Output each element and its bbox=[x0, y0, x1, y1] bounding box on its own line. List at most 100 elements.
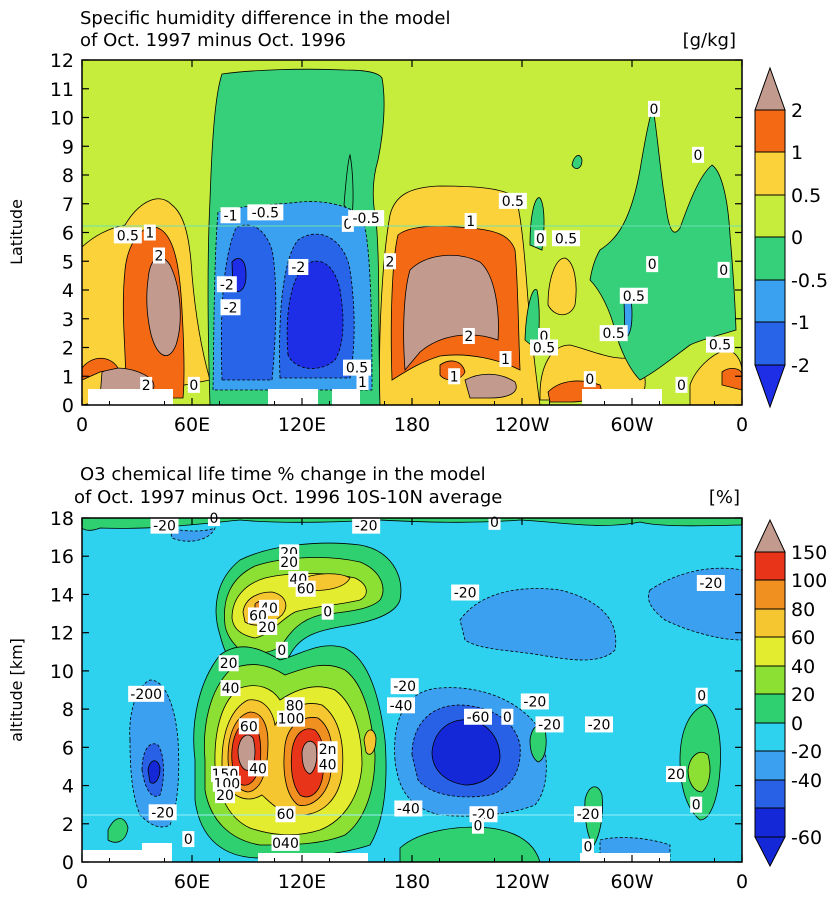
y-tick-label: 4 bbox=[62, 280, 74, 302]
contour-label: 2 bbox=[386, 254, 395, 270]
cb-b-n20-0 bbox=[754, 722, 786, 752]
contour-label: 0 bbox=[277, 643, 286, 659]
contour-label-bg bbox=[648, 100, 660, 117]
contour-label: 0 bbox=[184, 832, 193, 848]
o3-ylabel: altitude [km] bbox=[7, 638, 26, 742]
humidity-units: [g/kg] bbox=[683, 30, 736, 51]
x-tick-label: 60E bbox=[174, 414, 210, 436]
field-w-1 bbox=[721, 368, 742, 391]
contour-label-bg bbox=[717, 261, 730, 278]
contour-label-bg bbox=[534, 230, 547, 247]
cb-b-label-1: 100 bbox=[791, 570, 827, 592]
contour-label-bg bbox=[585, 716, 613, 733]
contour-label-bg bbox=[271, 834, 300, 851]
contour-label-bg bbox=[448, 368, 461, 385]
contour-label-bg bbox=[343, 359, 371, 376]
contour-label-bg bbox=[394, 800, 423, 817]
contour-label-bg bbox=[150, 517, 179, 534]
cb-a-label-5: -1 bbox=[791, 312, 810, 334]
contour-label: -20 bbox=[454, 586, 477, 602]
contour-label: 1 bbox=[450, 369, 459, 385]
contour-label: -1 bbox=[224, 208, 238, 224]
cb-b-n60-n40 bbox=[754, 779, 786, 809]
contour-label: 0 bbox=[474, 819, 483, 835]
o3-top-n20 bbox=[169, 527, 216, 542]
humidity-colorbar: 2 1 0.5 0 -0.5 -1 -2 bbox=[754, 66, 828, 409]
cb-a-label-1: 1 bbox=[791, 142, 803, 164]
contour-label-bg bbox=[216, 276, 237, 293]
contour-label: 40 bbox=[319, 758, 337, 774]
y-tick-label: 12 bbox=[50, 50, 74, 72]
contour-label: -40 bbox=[397, 801, 420, 817]
field-pac-2b bbox=[464, 373, 517, 399]
x-tick-label: 180 bbox=[394, 871, 430, 893]
contour-label: 0 bbox=[697, 689, 706, 705]
cb-b-label-4: 40 bbox=[791, 656, 815, 678]
x-tick-label: 120E bbox=[278, 871, 326, 893]
contour-label-bg bbox=[220, 299, 241, 316]
cb-b-label-7: -20 bbox=[791, 741, 822, 763]
contour-label: 40 bbox=[222, 681, 240, 697]
contour-label: 2 bbox=[464, 329, 473, 345]
field-left-1b bbox=[82, 357, 119, 381]
o3-c-n60 bbox=[431, 719, 501, 786]
humidity-panel: Specific humidity difference in the mode… bbox=[7, 8, 828, 436]
y-tick-label: 2 bbox=[62, 814, 74, 836]
cb-b-label-6: 0 bbox=[791, 713, 803, 735]
cb-a-label-6: -2 bbox=[791, 355, 810, 377]
cb-b-n40-n20 bbox=[754, 750, 786, 781]
field-center-n05-ridge bbox=[343, 153, 354, 216]
contour-label: -20 bbox=[577, 807, 600, 823]
contour-label: 0 bbox=[584, 840, 593, 856]
contour-label: 20 bbox=[258, 620, 276, 636]
contour-label: -20 bbox=[355, 519, 378, 535]
contour-label-bg bbox=[277, 710, 305, 727]
contour-label-bg bbox=[317, 741, 338, 758]
contour-label-bg bbox=[599, 325, 628, 342]
cb-a-05-1 bbox=[754, 151, 786, 196]
cb-b-label-9: -60 bbox=[791, 827, 822, 849]
o3-subtitle: of Oct. 1997 minus Oct. 1996 10S-10N ave… bbox=[74, 487, 502, 508]
contour-label-bg bbox=[321, 603, 334, 620]
contour-label-bg bbox=[113, 227, 142, 244]
contour-label: 100 bbox=[278, 712, 305, 728]
contour-label-bg bbox=[692, 146, 704, 163]
o3-title: O3 chemical life time % change in the mo… bbox=[80, 464, 486, 485]
cb-a-bottom bbox=[754, 364, 786, 409]
contour-label: 0.5 bbox=[346, 361, 368, 377]
o3-lower-150b bbox=[301, 740, 318, 775]
contour-label-bg bbox=[248, 760, 268, 777]
contour-label: 60 bbox=[297, 582, 315, 598]
contour-label-bg bbox=[348, 210, 385, 227]
cb-b-label-8: -40 bbox=[791, 770, 822, 792]
contour-label: 0 bbox=[648, 257, 657, 273]
contour-label-bg bbox=[390, 678, 419, 695]
contour-label: 2n bbox=[319, 742, 337, 758]
x-tick-label: 180 bbox=[394, 414, 430, 436]
contour-label-bg bbox=[295, 580, 316, 597]
field-e-05a bbox=[547, 257, 577, 316]
contour-label-bg bbox=[464, 708, 492, 725]
contour-label-bg bbox=[317, 756, 338, 773]
contour-label-bg bbox=[279, 553, 300, 570]
x-tick-label: 0 bbox=[736, 871, 748, 893]
humidity-ylabel: Latitude bbox=[7, 199, 26, 265]
contour-label-bg bbox=[218, 655, 239, 672]
y-tick-label: 12 bbox=[50, 623, 74, 645]
cb-a-top bbox=[754, 66, 786, 111]
contour-label-bg bbox=[666, 766, 686, 783]
contour-label-bg bbox=[153, 247, 165, 264]
y-tick-label: 0 bbox=[62, 395, 74, 417]
cb-a-n1-n05 bbox=[754, 279, 786, 323]
contour-label: 1 bbox=[358, 375, 367, 391]
contour-label: -0.5 bbox=[353, 211, 380, 227]
contour-label: -40 bbox=[390, 698, 413, 714]
y-tick-label: 10 bbox=[50, 108, 74, 130]
cb-b-label-3: 60 bbox=[791, 627, 815, 649]
contour-label-bg bbox=[520, 693, 549, 710]
y-tick-label: 6 bbox=[62, 737, 74, 759]
o3-missing-d bbox=[580, 853, 670, 862]
o3-bottom-0 bbox=[399, 826, 541, 862]
